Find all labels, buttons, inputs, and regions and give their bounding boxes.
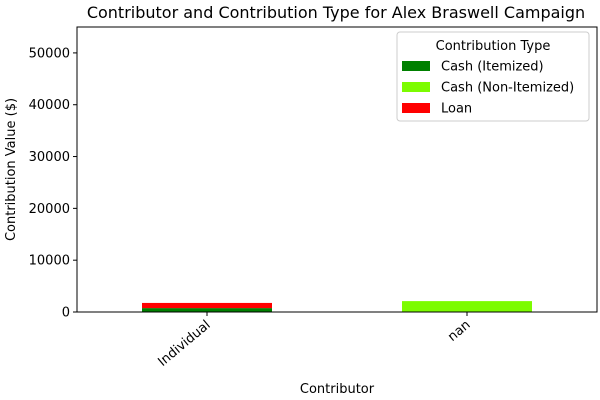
y-axis-label: Contribution Value ($): [4, 98, 19, 241]
y-tick-label: 0: [62, 306, 70, 321]
legend-label: Loan: [441, 102, 472, 117]
y-axis-ticks: 0 10000 20000 30000 40000 50000: [29, 46, 77, 321]
y-tick-label: 30000: [29, 150, 70, 165]
plot-frame: [76, 26, 598, 313]
x-axis-label: Contributor: [300, 382, 375, 397]
legend-swatch: [402, 82, 430, 92]
y-tick-label: 20000: [29, 202, 70, 217]
x-axis-ticks: Individual nan: [155, 312, 474, 370]
legend-title: Contribution Type: [436, 39, 551, 54]
chart-title: Contributor and Contribution Type for Al…: [87, 3, 585, 22]
bars-group: [142, 301, 532, 312]
legend-box: [396, 31, 590, 122]
legend-swatch: [402, 103, 430, 113]
legend-entries: Cash (Itemized) Cash (Non-Itemized) Loan: [402, 60, 574, 117]
legend-label: Cash (Non-Itemized): [441, 81, 574, 96]
bar-individual-series-2: [142, 302, 272, 309]
legend-swatch: [402, 61, 430, 71]
y-tick-label: 10000: [29, 254, 70, 269]
x-tick-label: Individual: [155, 318, 213, 370]
legend-label: Cash (Itemized): [441, 60, 544, 75]
x-tick-label: nan: [445, 318, 473, 345]
bar-individual-series-0: [142, 308, 272, 312]
legend: Contribution Type Cash (Itemized) Cash (N…: [396, 31, 590, 122]
y-tick-label: 40000: [29, 98, 70, 113]
y-tick-label: 50000: [29, 46, 70, 61]
bar-nan-series-1: [402, 301, 532, 312]
